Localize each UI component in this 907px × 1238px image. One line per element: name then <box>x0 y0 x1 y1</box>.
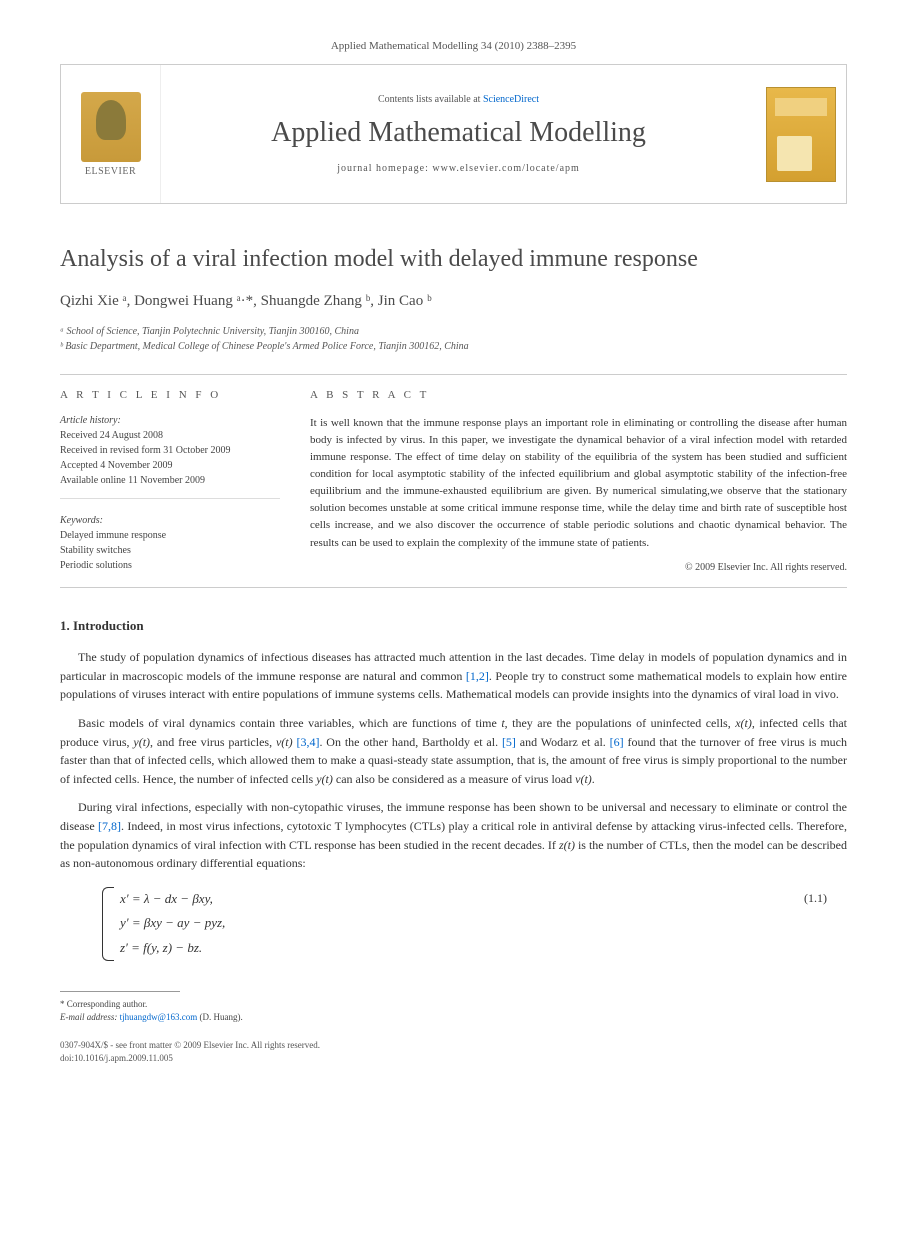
abstract-copyright: © 2009 Elsevier Inc. All rights reserved… <box>310 562 847 573</box>
variable-vt: v(t) <box>276 735 297 749</box>
header-center: Contents lists available at ScienceDirec… <box>161 65 756 203</box>
journal-cover-area <box>756 65 846 203</box>
citation-link[interactable]: [5] <box>502 735 516 749</box>
abstract-column: A B S T R A C T It is well known that th… <box>310 389 847 573</box>
equation-line-3: z′ = f(y, z) − bz. <box>120 936 847 961</box>
keyword: Delayed immune response <box>60 528 280 543</box>
keywords-label: Keywords: <box>60 515 280 526</box>
variable-yt: y(t) <box>316 772 333 786</box>
elsevier-tree-icon <box>81 92 141 162</box>
email-label: E-mail address: <box>60 1012 120 1022</box>
abstract-text: It is well known that the immune respons… <box>310 415 847 551</box>
text-run: . On the other hand, Bartholdy et al. <box>319 735 501 749</box>
article-history-block: Article history: Received 24 August 2008… <box>60 415 280 499</box>
journal-homepage[interactable]: journal homepage: www.elsevier.com/locat… <box>337 163 580 174</box>
sciencedirect-link[interactable]: ScienceDirect <box>483 94 539 105</box>
intro-paragraph-2: Basic models of viral dynamics contain t… <box>60 714 847 788</box>
history-line: Accepted 4 November 2009 <box>60 458 280 473</box>
journal-reference: Applied Mathematical Modelling 34 (2010)… <box>60 40 847 52</box>
journal-header: ELSEVIER Contents lists available at Sci… <box>60 64 847 204</box>
citation-link[interactable]: [7,8] <box>98 819 121 833</box>
publisher-name: ELSEVIER <box>85 166 136 177</box>
history-line: Available online 11 November 2009 <box>60 473 280 488</box>
email-line: E-mail address: tjhuangdw@163.com (D. Hu… <box>60 1011 847 1025</box>
equation-line-1: x′ = λ − dx − βxy, <box>120 887 847 912</box>
text-run: can also be considered as a measure of v… <box>333 772 575 786</box>
keyword: Periodic solutions <box>60 558 280 573</box>
contents-available-line: Contents lists available at ScienceDirec… <box>378 94 539 105</box>
journal-cover-thumbnail <box>766 87 836 182</box>
citation-link[interactable]: [6] <box>610 735 624 749</box>
intro-paragraph-1: The study of population dynamics of infe… <box>60 648 847 704</box>
abstract-heading: A B S T R A C T <box>310 389 847 401</box>
article-title: Analysis of a viral infection model with… <box>60 244 847 275</box>
intro-paragraph-3: During viral infections, especially with… <box>60 798 847 872</box>
history-line: Received 24 August 2008 <box>60 428 280 443</box>
affiliation-b: ᵇ Basic Department, Medical College of C… <box>60 339 847 354</box>
divider <box>60 587 847 588</box>
history-label: Article history: <box>60 415 280 426</box>
article-info-heading: A R T I C L E I N F O <box>60 389 280 401</box>
variable-yt: y(t) <box>133 735 150 749</box>
affiliations: ᵃ School of Science, Tianjin Polytechnic… <box>60 324 847 354</box>
citation-link[interactable]: [1,2] <box>466 669 489 683</box>
publisher-logo-area: ELSEVIER <box>61 65 161 203</box>
citation-link[interactable]: [3,4] <box>296 735 319 749</box>
variable-zt: z(t) <box>559 838 575 852</box>
footer-doi: doi:10.1016/j.apm.2009.11.005 <box>60 1052 847 1066</box>
corresponding-author-note: * Corresponding author. <box>60 998 847 1012</box>
text-run: and Wodarz et al. <box>516 735 610 749</box>
section-heading-introduction: 1. Introduction <box>60 618 847 634</box>
footer-info: 0307-904X/$ - see front matter © 2009 El… <box>60 1039 847 1066</box>
article-info-column: A R T I C L E I N F O Article history: R… <box>60 389 280 573</box>
equation-line-2: y′ = βxy − ay − pyz, <box>120 911 847 936</box>
history-line: Received in revised form 31 October 2009 <box>60 443 280 458</box>
variable-vt: v(t) <box>575 772 592 786</box>
author-list: Qizhi Xie ᵃ, Dongwei Huang ᵃ·*, Shuangde… <box>60 293 847 310</box>
text-run: , and free virus particles, <box>150 735 276 749</box>
affiliation-a: ᵃ School of Science, Tianjin Polytechnic… <box>60 324 847 339</box>
footer-copyright: 0307-904X/$ - see front matter © 2009 El… <box>60 1039 847 1053</box>
keyword: Stability switches <box>60 543 280 558</box>
email-who: (D. Huang). <box>197 1012 243 1022</box>
equation-number: (1.1) <box>804 887 827 910</box>
info-abstract-row: A R T I C L E I N F O Article history: R… <box>60 375 847 587</box>
variable-xt: x(t) <box>735 716 752 730</box>
equation-system: (1.1) x′ = λ − dx − βxy, y′ = βxy − ay −… <box>120 887 847 961</box>
journal-title: Applied Mathematical Modelling <box>271 117 646 149</box>
text-run: , they are the populations of uninfected… <box>505 716 736 730</box>
contents-prefix: Contents lists available at <box>378 94 483 105</box>
footnote-divider <box>60 991 180 992</box>
brace-icon <box>102 887 114 961</box>
text-run: Basic models of viral dynamics contain t… <box>78 716 501 730</box>
email-link[interactable]: tjhuangdw@163.com <box>120 1012 198 1022</box>
keywords-block: Keywords: Delayed immune response Stabil… <box>60 515 280 573</box>
